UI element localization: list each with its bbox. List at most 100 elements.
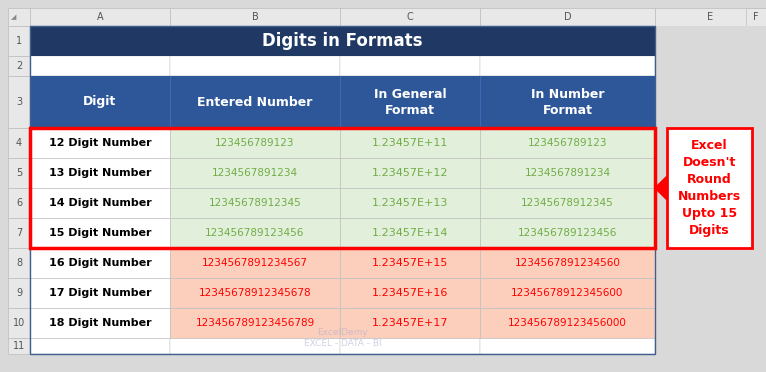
Text: In Number
Format: In Number Format <box>531 87 604 116</box>
Bar <box>480 278 655 308</box>
Text: 1: 1 <box>16 36 22 46</box>
Bar <box>170 248 340 278</box>
Bar <box>340 248 480 278</box>
Text: F: F <box>753 12 759 22</box>
Text: 17 Digit Number: 17 Digit Number <box>49 288 152 298</box>
Text: 9: 9 <box>16 288 22 298</box>
Bar <box>30 278 170 308</box>
Text: 8: 8 <box>16 258 22 268</box>
Polygon shape <box>655 176 667 200</box>
Bar <box>30 76 655 128</box>
Bar <box>667 128 752 248</box>
Text: In General
Format: In General Format <box>374 87 447 116</box>
Bar <box>8 218 30 248</box>
Text: 1234567891234: 1234567891234 <box>212 168 298 178</box>
Text: 7: 7 <box>16 228 22 238</box>
Text: 123456789123456789: 123456789123456789 <box>195 318 315 328</box>
Bar <box>340 188 480 218</box>
Text: 1.23457E+17: 1.23457E+17 <box>372 318 448 328</box>
Bar <box>30 338 170 354</box>
Text: 123456789123456: 123456789123456 <box>205 228 305 238</box>
Bar <box>340 218 480 248</box>
Text: 12 Digit Number: 12 Digit Number <box>49 138 152 148</box>
Text: 5: 5 <box>16 168 22 178</box>
Bar <box>340 158 480 188</box>
Bar <box>340 308 480 338</box>
Bar <box>655 26 766 56</box>
Bar <box>655 76 766 128</box>
Bar <box>655 158 766 188</box>
Bar <box>340 278 480 308</box>
Text: 12345678912345: 12345678912345 <box>208 198 301 208</box>
Bar <box>30 128 170 158</box>
Bar <box>30 308 170 338</box>
Text: A: A <box>97 12 103 22</box>
Bar <box>30 218 170 248</box>
Bar <box>340 248 480 278</box>
Bar <box>655 308 766 338</box>
Bar <box>655 8 766 26</box>
Text: 123456789123456: 123456789123456 <box>518 228 617 238</box>
Bar <box>655 128 766 158</box>
Bar <box>170 158 340 188</box>
Bar <box>480 26 655 56</box>
Text: 10: 10 <box>13 318 25 328</box>
Bar <box>480 128 655 158</box>
Bar <box>480 338 655 354</box>
Bar <box>30 56 170 76</box>
Text: 13 Digit Number: 13 Digit Number <box>49 168 151 178</box>
Bar <box>30 248 170 278</box>
Bar <box>170 218 340 248</box>
Bar <box>480 248 655 278</box>
Text: 11: 11 <box>13 341 25 351</box>
Bar <box>30 158 170 188</box>
Text: 1234567891234560: 1234567891234560 <box>515 258 620 268</box>
Text: B: B <box>251 12 258 22</box>
Bar <box>30 8 170 26</box>
Bar <box>8 278 30 308</box>
Text: 123456789123: 123456789123 <box>215 138 295 148</box>
Text: 1.23457E+13: 1.23457E+13 <box>372 198 448 208</box>
Text: Digit: Digit <box>83 96 116 109</box>
Bar <box>30 26 170 56</box>
Bar <box>170 26 340 56</box>
Bar <box>170 338 340 354</box>
Bar <box>480 56 655 76</box>
Bar <box>30 76 170 128</box>
Polygon shape <box>8 8 30 26</box>
Bar <box>480 218 655 248</box>
Bar <box>170 218 340 248</box>
Text: 6: 6 <box>16 198 22 208</box>
Text: 3: 3 <box>16 97 22 107</box>
Bar <box>8 308 30 338</box>
Bar <box>340 128 480 158</box>
Bar <box>340 8 480 26</box>
Bar <box>480 218 655 248</box>
Bar <box>8 76 30 128</box>
Bar <box>30 188 170 218</box>
Bar <box>480 278 655 308</box>
Bar <box>170 128 340 158</box>
Text: 1234567891234567: 1234567891234567 <box>202 258 308 268</box>
Bar <box>340 338 480 354</box>
Text: 12345678912345678: 12345678912345678 <box>198 288 311 298</box>
Bar <box>170 308 340 338</box>
Text: 12345678912345: 12345678912345 <box>521 198 614 208</box>
Text: ◢: ◢ <box>11 14 16 20</box>
Bar <box>170 158 340 188</box>
Text: 15 Digit Number: 15 Digit Number <box>49 228 151 238</box>
Bar <box>746 8 766 26</box>
Text: 1.23457E+16: 1.23457E+16 <box>372 288 448 298</box>
Bar <box>480 188 655 218</box>
Bar <box>340 56 480 76</box>
Bar <box>170 188 340 218</box>
Bar <box>340 26 480 56</box>
Text: Digits in Formats: Digits in Formats <box>262 32 423 50</box>
Bar <box>480 8 655 26</box>
Bar <box>340 218 480 248</box>
Text: 1.23457E+11: 1.23457E+11 <box>372 138 448 148</box>
Bar <box>340 128 480 158</box>
Bar <box>30 308 170 338</box>
Bar <box>480 158 655 188</box>
Bar <box>655 338 766 354</box>
